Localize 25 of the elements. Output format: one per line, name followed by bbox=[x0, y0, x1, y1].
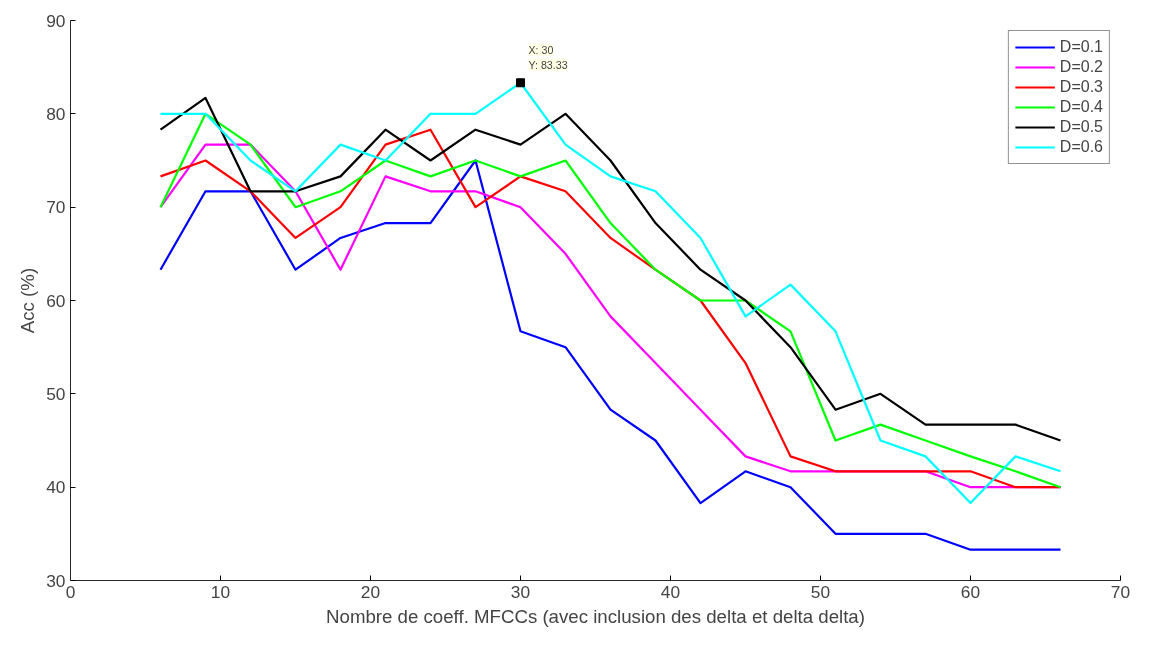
y-axis-title: Acc (%) bbox=[17, 267, 39, 334]
x-tick-label: 40 bbox=[660, 581, 681, 602]
y-tick-label: 40 bbox=[46, 477, 66, 498]
x-tick-label: 20 bbox=[360, 581, 381, 602]
legend-label: D=0.3 bbox=[1059, 78, 1103, 96]
x-tick-label: 30 bbox=[510, 581, 531, 602]
x-tick-label: 70 bbox=[1110, 581, 1131, 602]
x-tick-label: 10 bbox=[210, 581, 231, 602]
y-tick-label: 50 bbox=[46, 383, 66, 404]
y-tick-label: 60 bbox=[46, 290, 66, 311]
legend-label: D=0.5 bbox=[1059, 118, 1103, 136]
y-tick-label: 80 bbox=[46, 103, 66, 124]
legend-label: D=0.6 bbox=[1059, 138, 1103, 156]
x-axis-title: Nombre de coeff. MFCCs (avec inclusion des delta et delta delta) bbox=[326, 605, 865, 627]
x-tick-label: 50 bbox=[810, 581, 831, 602]
line-series bbox=[159, 96, 1062, 442]
x-tick-label: 0 bbox=[65, 581, 76, 602]
y-tick-label: 90 bbox=[46, 10, 66, 31]
x-tick-label: 60 bbox=[960, 581, 981, 602]
legend-label: D=0.2 bbox=[1059, 58, 1103, 76]
y-tick-label: 70 bbox=[46, 197, 66, 218]
annotation: X: 30 Y: 83.33 bbox=[528, 43, 568, 71]
legend-label: D=0.4 bbox=[1059, 98, 1103, 116]
legend-label: D=0.1 bbox=[1059, 38, 1103, 56]
line-series bbox=[159, 159, 1062, 551]
